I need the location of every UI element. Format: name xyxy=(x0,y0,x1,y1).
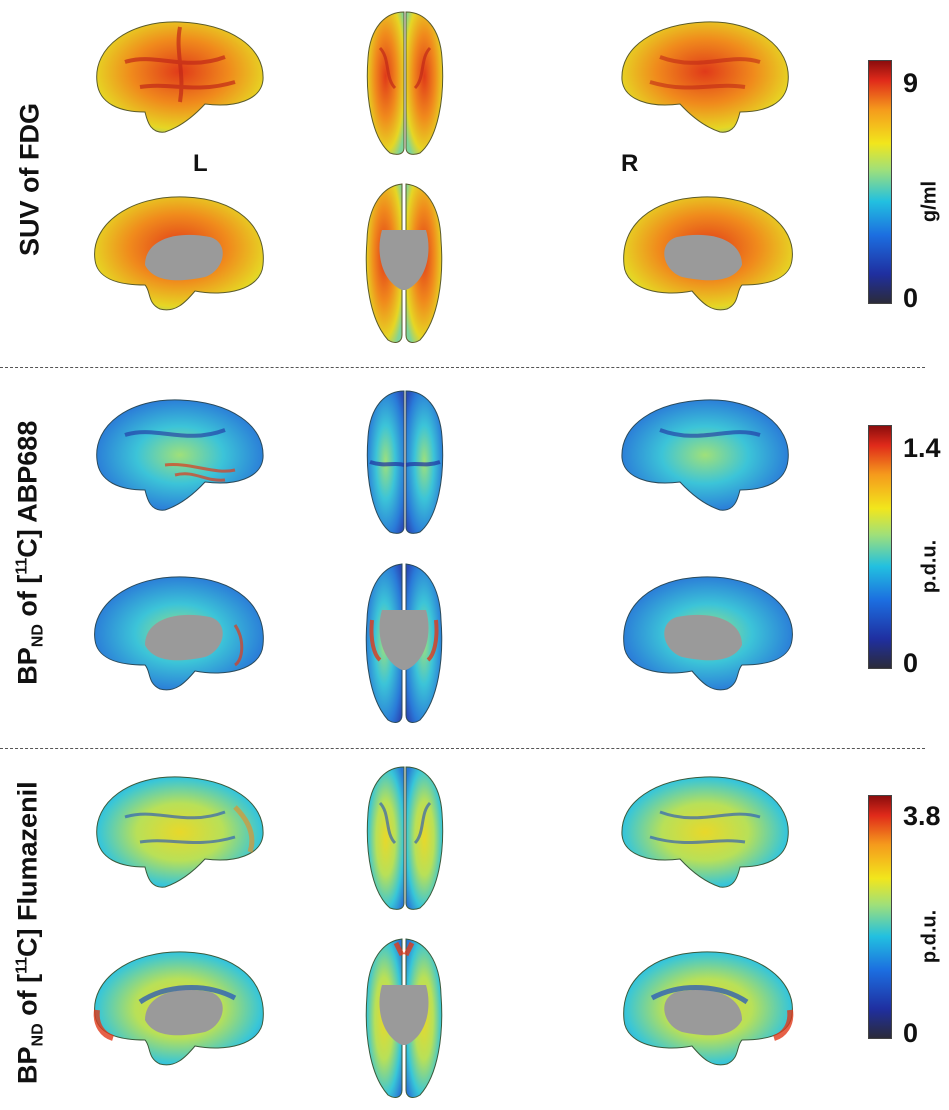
colorbar-max-fdg: 9 xyxy=(903,68,919,98)
colorbar-fdg xyxy=(868,60,892,304)
brain-dorsal xyxy=(366,766,444,910)
brain-left-medial xyxy=(93,951,264,1066)
brain-left-medial xyxy=(94,196,264,311)
row-title-fdg: SUV of FDG xyxy=(14,103,45,256)
panel-fdg: SUV of FDG L R 9 0 g/ml xyxy=(0,0,949,360)
row-title-flumazenil: BPND of [11C] Flumazenil xyxy=(12,781,47,1084)
colorbar-flumazenil xyxy=(868,795,892,1039)
colorbar-min-abp688: 0 xyxy=(903,648,919,678)
brain-right-lateral xyxy=(621,399,789,511)
brain-left-lateral xyxy=(96,21,264,133)
panel-flumazenil: BPND of [11C] Flumazenil 3.8 0 p.d.u. xyxy=(0,755,949,1110)
hemisphere-label-right: R xyxy=(621,150,639,177)
brain-right-lateral xyxy=(621,21,789,133)
brain-left-lateral xyxy=(96,399,264,511)
colorbar-min-fdg: 0 xyxy=(903,283,919,313)
brain-right-medial xyxy=(623,576,793,691)
colorbar-abp688 xyxy=(868,425,892,669)
row-title-abp688: BPND of [11C] ABP688 xyxy=(12,420,47,685)
colorbar-unit-abp688: p.d.u. xyxy=(918,539,941,594)
brain-right-medial xyxy=(623,196,793,311)
colorbar-max-abp688: 1.4 xyxy=(903,433,941,463)
brain-left-medial xyxy=(94,576,264,691)
divider-1 xyxy=(0,367,925,368)
brain-left-lateral xyxy=(96,776,264,888)
brain-ventral xyxy=(365,938,443,1098)
brain-ventral xyxy=(365,563,443,723)
panel-abp688: BPND of [11C] ABP688 1.4 0 p.d.u. xyxy=(0,375,949,740)
hemisphere-label-left: L xyxy=(193,150,208,177)
brain-dorsal xyxy=(366,11,444,155)
brain-right-medial xyxy=(623,951,794,1066)
colorbar-unit-fdg: g/ml xyxy=(918,180,941,223)
divider-2 xyxy=(0,748,925,749)
colorbar-unit-flumazenil: p.d.u. xyxy=(918,909,941,964)
colorbar-max-flumazenil: 3.8 xyxy=(903,801,941,831)
colorbar-min-flumazenil: 0 xyxy=(903,1018,919,1048)
brain-right-lateral xyxy=(621,776,789,888)
brain-ventral xyxy=(365,183,443,343)
brain-dorsal xyxy=(366,390,444,534)
